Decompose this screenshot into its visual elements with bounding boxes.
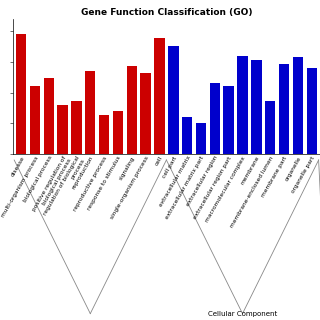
Text: signaling: signaling — [119, 155, 136, 180]
Bar — [196, 123, 206, 154]
Text: organelle: organelle — [284, 155, 302, 182]
Text: reproductive process: reproductive process — [73, 155, 108, 212]
Bar — [182, 117, 192, 154]
Bar — [168, 46, 179, 154]
Bar — [154, 37, 165, 154]
Bar — [140, 73, 151, 154]
Text: organelle part: organelle part — [291, 155, 316, 194]
Bar — [113, 111, 123, 154]
Text: positive regulation of
biological process: positive regulation of biological proces… — [31, 155, 72, 215]
Bar — [210, 83, 220, 154]
Bar — [237, 56, 248, 154]
Text: macromolecular complex: macromolecular complex — [205, 155, 247, 222]
Text: single-organism process: single-organism process — [110, 155, 150, 220]
Text: reproduction: reproduction — [72, 155, 95, 190]
Bar — [30, 86, 40, 154]
Text: membrane-enclosed lumen: membrane-enclosed lumen — [229, 155, 275, 228]
Text: cell part: cell part — [161, 155, 178, 179]
Bar — [265, 101, 276, 154]
Text: biological process: biological process — [22, 155, 53, 204]
Bar — [307, 68, 317, 154]
Text: extracellular matrix: extracellular matrix — [158, 155, 191, 208]
Bar — [251, 60, 261, 154]
Bar — [16, 34, 26, 154]
Bar — [44, 78, 54, 154]
Text: disease: disease — [10, 155, 25, 177]
Text: extracellular region: extracellular region — [186, 155, 219, 207]
Title: Gene Function Classification (GO): Gene Function Classification (GO) — [81, 8, 252, 17]
Text: extracellular region part: extracellular region part — [193, 155, 233, 220]
Text: membrane: membrane — [240, 155, 261, 186]
Bar — [223, 86, 234, 154]
Text: regulation of biological
process: regulation of biological process — [43, 155, 86, 219]
Text: response to stimulus: response to stimulus — [87, 155, 122, 211]
Text: extracellular matrix part: extracellular matrix part — [165, 155, 205, 220]
Bar — [127, 66, 137, 154]
Text: multi-organism process: multi-organism process — [0, 155, 39, 218]
Bar — [71, 101, 82, 154]
Bar — [279, 64, 289, 154]
Bar — [99, 115, 109, 154]
Bar — [293, 57, 303, 154]
Bar — [57, 105, 68, 154]
Text: cell: cell — [154, 155, 164, 167]
Bar — [85, 70, 95, 154]
Text: Cellular Component: Cellular Component — [208, 311, 277, 317]
Text: membrane part: membrane part — [261, 155, 288, 198]
